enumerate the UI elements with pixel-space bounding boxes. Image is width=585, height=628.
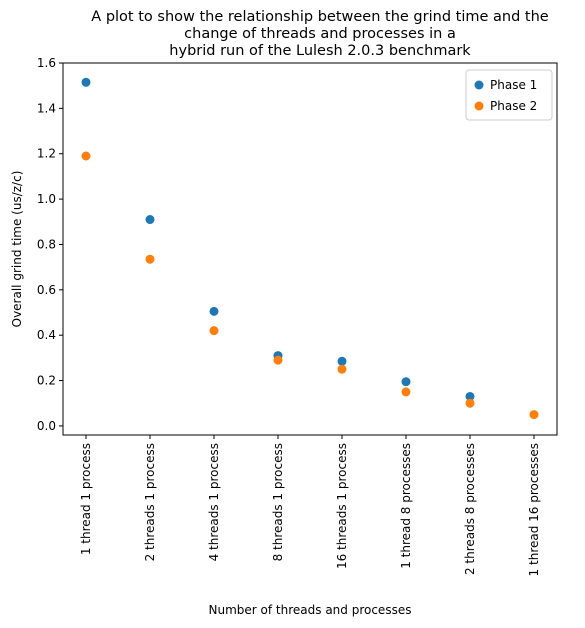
y-tick-label: 1.6	[37, 56, 56, 70]
y-tick-label: 1.0	[37, 192, 56, 206]
legend: Phase 1 Phase 2	[465, 69, 553, 121]
x-tick-label: 8 threads 1 process	[271, 443, 285, 561]
y-tick-label: 1.4	[37, 101, 56, 115]
data-point-series-2	[273, 355, 283, 365]
data-point-series-1	[465, 391, 475, 401]
plot-area-frame	[62, 62, 558, 436]
y-tick-label: 1.2	[37, 147, 56, 161]
chart-title-line-3: hybrid run of the Lulesh 2.0.3 benchmark	[169, 43, 471, 59]
data-point-series-2	[529, 410, 539, 420]
chart-title-line-1: A plot to show the relationship between …	[91, 9, 548, 25]
x-tick-label: 1 thread 8 processes	[399, 443, 413, 569]
y-tick-label: 0.8	[37, 237, 56, 251]
legend-box	[465, 69, 553, 121]
y-tick-label: 0.2	[37, 374, 56, 388]
data-point-series-2	[209, 326, 219, 336]
legend-marker-phase-1	[474, 80, 484, 90]
x-tick-label: 1 thread 16 processes	[527, 443, 541, 576]
y-axis-label: Overall grind time (us/z/c)	[10, 171, 24, 328]
y-tick-label: 0.6	[37, 283, 56, 297]
x-tick-label: 4 threads 1 process	[207, 443, 221, 561]
legend-label-phase-2: Phase 2	[490, 99, 537, 113]
data-point-series-2	[401, 387, 411, 397]
y-tick-label: 0.4	[37, 328, 56, 342]
data-point-series-2	[337, 364, 347, 374]
x-tick-label: 2 threads 8 processes	[463, 443, 477, 575]
data-point-series-2	[81, 151, 91, 161]
y-axis: 0.0 0.2 0.4 0.6 0.8 1.0 1.2 1.4 1.6	[37, 56, 63, 433]
x-tick-label: 2 threads 1 process	[143, 443, 157, 561]
data-point-series-1	[337, 356, 347, 366]
data-point-series-1	[145, 215, 155, 225]
legend-label-phase-1: Phase 1	[490, 78, 537, 92]
chart-title: A plot to show the relationship between …	[91, 9, 548, 59]
data-point-series-2	[145, 254, 155, 264]
chart-title-line-2: change of threads and processes in a	[184, 26, 456, 42]
x-axis-label: Number of threads and processes	[209, 603, 412, 617]
data-point-series-2	[465, 398, 475, 408]
data-points	[81, 77, 539, 420]
x-axis: 1 thread 1 process 2 threads 1 process 4 t…	[79, 435, 541, 576]
x-tick-label: 16 threads 1 process	[335, 443, 349, 569]
data-point-series-1	[401, 377, 411, 387]
x-tick-label: 1 thread 1 process	[79, 443, 93, 555]
data-point-series-1	[81, 77, 91, 87]
legend-marker-phase-2	[474, 101, 484, 111]
y-tick-label: 0.0	[37, 419, 56, 433]
data-point-series-1	[209, 306, 219, 316]
